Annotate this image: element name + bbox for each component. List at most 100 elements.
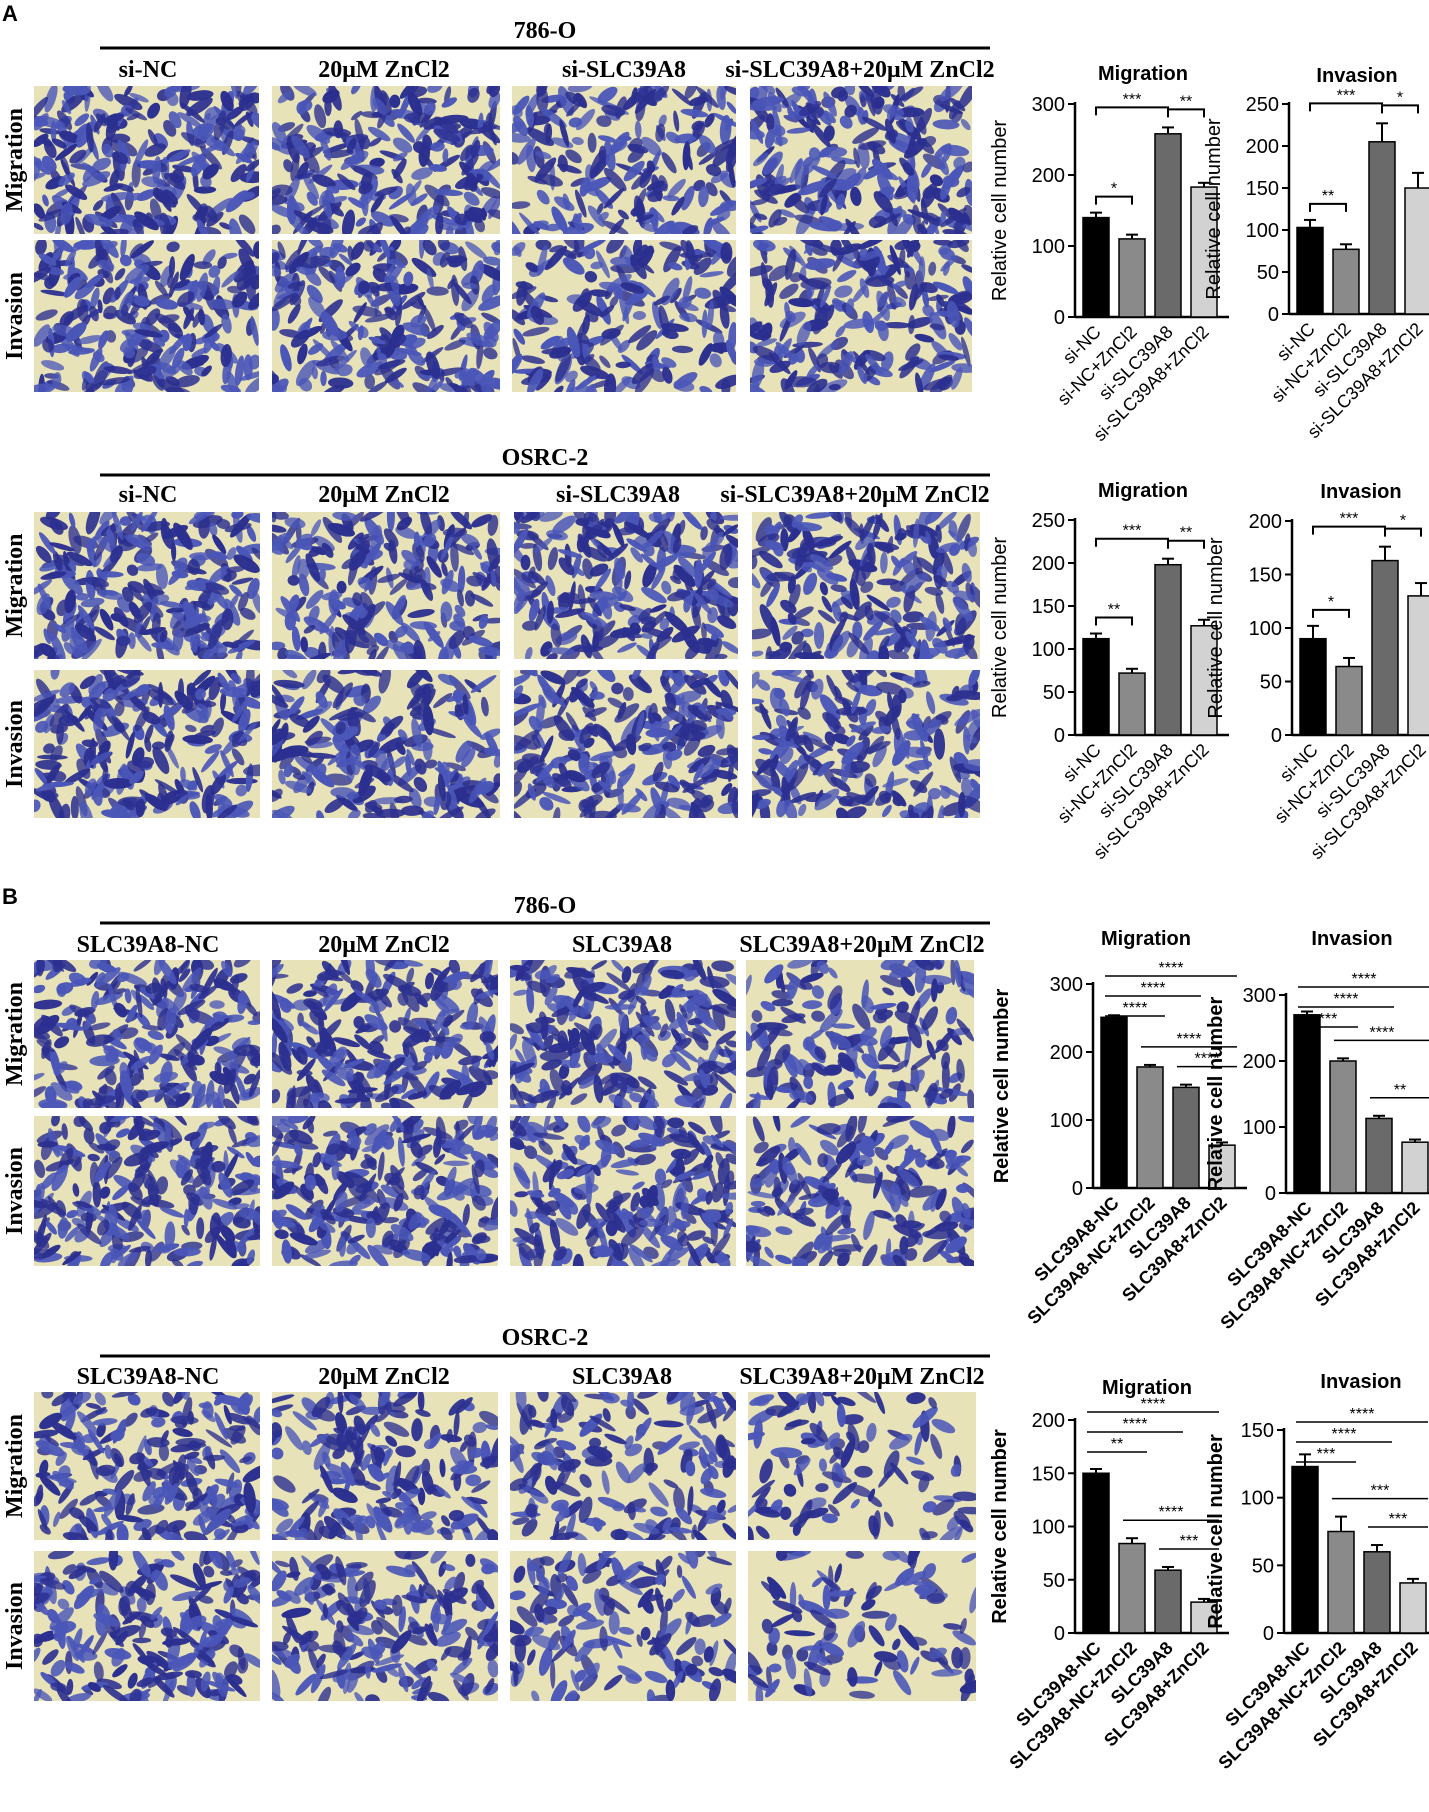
condition-label: si-SLC39A8 <box>556 482 680 508</box>
y-axis-label: Relative cell number <box>1205 537 1227 719</box>
bar <box>1118 238 1146 318</box>
y-tick-label: 0 <box>1268 304 1279 326</box>
micrograph-image <box>34 1551 260 1701</box>
chart-title: Migration <box>1098 63 1188 85</box>
bar <box>1365 1117 1393 1194</box>
significance-bracket <box>1095 616 1133 626</box>
y-axis-label: Relative cell number <box>1205 1434 1227 1629</box>
y-tick-label: 100 <box>1032 1517 1065 1539</box>
row-label-invasion: Invasion <box>2 700 28 788</box>
micrograph-image <box>34 1392 260 1540</box>
significance-bracket <box>1167 108 1205 118</box>
significance-bracket <box>1095 106 1169 116</box>
y-axis-label: Relative cell number <box>1205 997 1227 1192</box>
condition-label: 20μM ZnCl2 <box>318 1364 450 1390</box>
bar <box>1329 1060 1357 1194</box>
section-1: 786-O si-NC 20μM ZnCl2 si-SLC39A8 si-SLC39A8… <box>2 18 995 392</box>
chart-title: Invasion <box>1316 65 1397 87</box>
bar-chart-4: Invasion Relative cell number 0 50 100 150 200… <box>1205 481 1429 863</box>
row-label-migration: Migration <box>2 108 28 212</box>
y-tick-label: 100 <box>1249 618 1282 640</box>
significance-label: **** <box>1159 1504 1184 1521</box>
y-tick-label: 50 <box>1043 682 1065 704</box>
y-tick-label: 0 <box>1271 725 1282 747</box>
y-tick-label: 0 <box>1054 307 1065 329</box>
chart-title: Invasion <box>1320 1371 1401 1393</box>
significance-label: *** <box>1371 1483 1390 1500</box>
micrograph-image <box>34 240 259 392</box>
significance-label: *** <box>1340 511 1359 528</box>
significance-label: *** <box>1319 1011 1338 1028</box>
y-tick-label: 250 <box>1032 510 1065 532</box>
condition-label: si-NC <box>119 482 178 508</box>
section-4: OSRC-2 SLC39A8-NC 20μM ZnCl2 SLC39A8 SLC39A8… <box>2 1325 990 1701</box>
cell-line-title: 786-O <box>514 18 577 44</box>
significance-label: ** <box>1322 188 1334 205</box>
cell-line-title: 786-O <box>514 893 577 919</box>
condition-label: SLC39A8-NC <box>77 1364 220 1390</box>
y-axis-label: Relative cell number <box>991 989 1013 1184</box>
significance-bracket <box>1381 104 1419 114</box>
section-3: 786-O SLC39A8-NC 20μM ZnCl2 SLC39A8 SLC39A8+… <box>2 893 990 1266</box>
y-tick-label: 150 <box>1032 1463 1065 1485</box>
chart-title: Invasion <box>1311 928 1392 950</box>
bar <box>1299 637 1327 736</box>
micrograph-image <box>748 1392 976 1540</box>
panel-label-b: B <box>2 884 18 909</box>
significance-label: *** <box>1317 1446 1336 1463</box>
cell-line-title: OSRC-2 <box>502 445 589 471</box>
significance-label: * <box>1397 89 1403 106</box>
bar <box>1291 1465 1319 1634</box>
y-tick-label: 150 <box>1246 178 1279 200</box>
micrograph-image <box>514 512 738 659</box>
y-tick-label: 0 <box>1054 725 1065 747</box>
micrograph-image <box>750 86 972 234</box>
significance-label: ** <box>1394 1082 1406 1099</box>
y-tick-label: 50 <box>1257 262 1279 284</box>
y-tick-label: 200 <box>1249 511 1282 533</box>
bar <box>1100 1016 1128 1189</box>
y-tick-label: 150 <box>1032 596 1065 618</box>
condition-label: si-SLC39A8 <box>562 57 686 83</box>
y-tick-label: 0 <box>1265 1183 1276 1205</box>
bar-chart-3: Migration Relative cell number 0 50 100 150 20… <box>989 480 1229 863</box>
micrograph-image <box>510 1551 736 1701</box>
micrograph-image <box>34 670 260 818</box>
micrograph-image <box>748 1551 976 1701</box>
bar <box>1082 216 1110 318</box>
micrograph-image <box>752 512 980 659</box>
y-tick-label: 200 <box>1246 136 1279 158</box>
y-tick-label: 200 <box>1032 1410 1065 1432</box>
bar <box>1118 1542 1146 1634</box>
micrograph-image <box>752 670 980 818</box>
significance-label: **** <box>1159 960 1184 977</box>
micrograph-image <box>512 86 736 234</box>
micrograph-image <box>34 512 260 659</box>
y-tick-label: 200 <box>1032 553 1065 575</box>
bar <box>1293 1014 1321 1194</box>
significance-label: **** <box>1123 1416 1148 1433</box>
significance-bracket <box>1095 537 1169 547</box>
micrograph-sections: 786-O si-NC 20μM ZnCl2 si-SLC39A8 si-SLC39A8… <box>2 18 995 1701</box>
condition-label: SLC39A8+20μM ZnCl2 <box>739 932 984 958</box>
bar <box>1172 1086 1200 1189</box>
y-tick-label: 100 <box>1032 236 1065 258</box>
micrograph-image <box>746 1116 974 1266</box>
condition-label: SLC39A8 <box>572 932 672 958</box>
significance-label: **** <box>1195 1051 1220 1068</box>
bar <box>1368 141 1396 315</box>
y-axis-label: Relative cell number <box>989 120 1011 302</box>
row-label-migration: Migration <box>2 534 28 638</box>
significance-label: * <box>1111 181 1117 198</box>
significance-bracket <box>1309 202 1347 212</box>
cell-line-title: OSRC-2 <box>502 1325 589 1351</box>
bar <box>1332 248 1360 315</box>
significance-label: **** <box>1141 1396 1166 1413</box>
row-label-invasion: Invasion <box>2 272 28 360</box>
bar <box>1082 637 1110 736</box>
y-tick-label: 100 <box>1241 1488 1274 1510</box>
